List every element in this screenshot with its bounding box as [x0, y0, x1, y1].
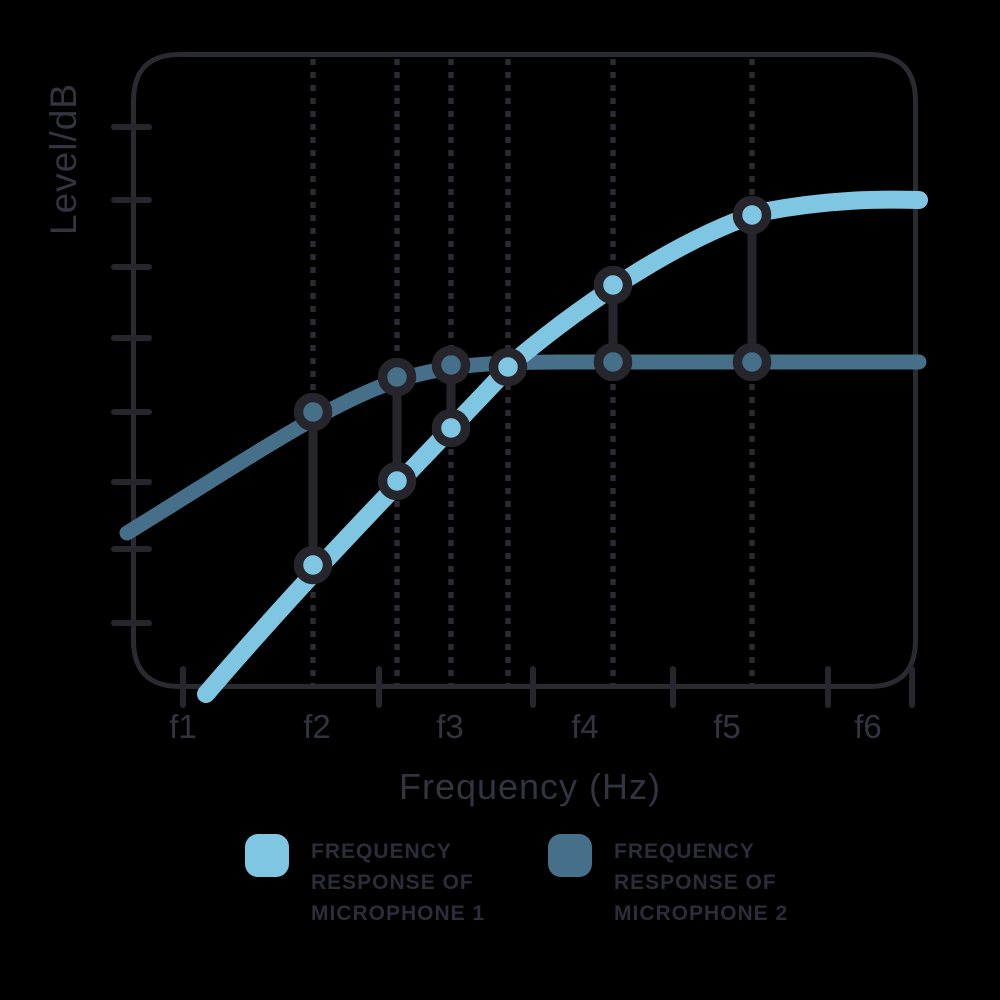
legend-swatch-mic2	[548, 834, 592, 877]
x-tick-label-f1: f1	[169, 708, 197, 745]
legend-label-mic1: FREQUENCY RESPONSE OF MICROPHONE 1	[311, 840, 486, 925]
y-axis-label: Level/dB	[43, 83, 84, 235]
mic1-response-curve	[197, 190, 928, 703]
marker-ring-mic2	[377, 357, 417, 397]
x-tick-label-f5: f5	[713, 708, 741, 745]
legend-item-mic2: FREQUENCY RESPONSE OF MICROPHONE 2	[548, 834, 788, 929]
legend-swatch-mic1	[245, 834, 289, 877]
marker-ring-mic2	[732, 342, 772, 382]
marker-ring-mic1	[732, 195, 772, 235]
marker-ring-crossover	[488, 347, 528, 387]
marker-ring-mic2	[293, 392, 333, 432]
x-axis-label: Frequency (Hz)	[398, 766, 662, 807]
x-tick-label-f3: f3	[436, 708, 464, 745]
legend-label-mic2: FREQUENCY RESPONSE OF MICROPHONE 2	[614, 840, 789, 925]
x-tick-label-f4: f4	[571, 708, 599, 745]
marker-ring-mic2	[431, 345, 471, 385]
marker-ring-mic1	[431, 408, 471, 448]
mic2-response-curve	[119, 354, 927, 541]
marker-ring-mic1	[593, 265, 633, 305]
legend-item-mic1: FREQUENCY RESPONSE OF MICROPHONE 1	[245, 834, 485, 929]
x-tick-label-f6: f6	[854, 708, 882, 745]
marker-rings	[293, 195, 772, 585]
marker-ring-mic1	[293, 545, 333, 585]
marker-ring-mic1	[377, 461, 417, 501]
x-axis-ticks	[180, 666, 915, 708]
x-tick-label-f2: f2	[303, 708, 331, 745]
plot-border	[131, 52, 918, 689]
y-axis-ticks	[111, 124, 152, 626]
marker-ring-mic2	[593, 342, 633, 382]
